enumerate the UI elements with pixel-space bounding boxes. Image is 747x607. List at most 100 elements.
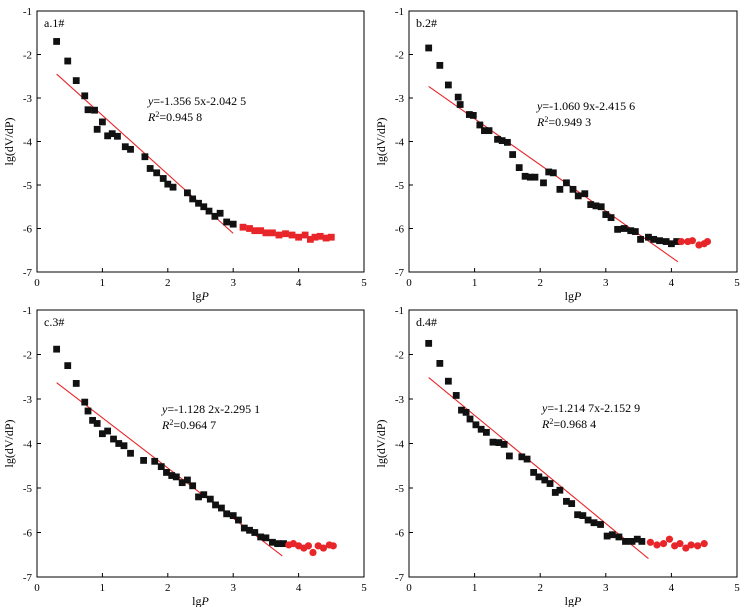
data-point [195,199,202,207]
data-point [200,203,208,211]
x-axis-label-prefix: lg [192,289,201,303]
data-point [509,151,517,158]
data-point [614,225,622,233]
data-point [687,541,695,549]
data-point [240,524,248,532]
data-point [280,540,287,548]
data-point [676,540,684,548]
data-point [545,168,553,176]
data-point [93,125,101,133]
data-point [498,137,506,145]
data-point [246,225,253,232]
data-point [597,203,605,211]
y-tick-label: -7 [23,572,33,584]
data-point [495,439,503,447]
y-tick-label: -1 [23,305,32,317]
r-squared-exponent: 2 [155,110,159,119]
y-tick-label: -6 [23,224,33,236]
equation-y-var: y [161,402,168,416]
data-point [251,529,259,536]
y-tick-label: -4 [395,439,405,451]
data-point [665,535,674,543]
data-point [541,476,549,484]
data-point [169,183,177,191]
equation-y-var: y [536,99,543,113]
y-axis-label: lg(dV/dP) [374,117,388,165]
equation-body: =-1.128 2x-2.295 1 [167,402,260,416]
data-point [540,179,547,187]
y-tick-label: -7 [23,267,33,279]
data-point [563,497,570,505]
data-point [425,339,433,347]
data-point [99,118,106,126]
data-point [694,542,702,550]
y-tick-label: -1 [23,6,32,18]
data-point [84,407,92,415]
y-axis-label: lg(dV/dP) [374,419,388,467]
data-point [127,449,134,457]
data-point [659,540,668,548]
data-point [531,173,539,181]
y-tick-label: -7 [395,572,405,584]
data-point [206,495,214,503]
data-point [462,408,470,416]
data-point [485,127,493,135]
data-point [262,534,270,542]
data-point [257,533,265,541]
x-tick-label: 3 [603,277,609,289]
data-point [153,169,161,177]
x-tick-label: 4 [296,582,302,594]
data-point [454,93,462,101]
r-squared: R2=0.964 7 [161,418,216,433]
data-point [465,111,473,118]
x-axis-label-var: P [201,594,210,607]
data-point [456,101,464,108]
data-point [458,406,465,414]
data-point [466,415,474,423]
data-point [141,153,149,161]
data-point [590,519,598,527]
data-point [164,180,172,188]
data-point [163,469,170,476]
data-point [504,138,511,146]
r-squared-exponent: 2 [169,418,173,427]
y-tick-label: -5 [395,180,405,192]
y-tick-label: -2 [395,350,404,362]
data-point [608,531,616,539]
data-point [436,61,444,69]
fit-equation: y=-1.128 2x-2.295 1 [161,402,260,416]
x-tick-label: 2 [537,277,543,289]
data-point [257,227,265,235]
equation-y-var: y [147,94,154,108]
y-tick-label: -1 [395,6,404,18]
data-point [229,220,237,228]
data-point [688,237,696,245]
panel-label: b.2# [416,16,437,30]
data-point [628,538,636,545]
data-point [574,511,581,519]
x-tick-label: 0 [34,582,40,594]
x-axis-label-prefix: lg [565,289,574,303]
data-point [115,440,123,447]
data-point [104,132,112,140]
data-point [195,493,202,501]
data-point [622,538,629,545]
data-point [274,540,282,548]
data-point [549,169,557,177]
data-point [251,227,259,235]
x-tick-label: 0 [406,277,412,289]
x-axis-label: lgP [192,289,209,303]
data-point [89,416,96,424]
data-point [637,235,644,243]
y-axis-label: lg(dV/dP) [2,117,16,165]
data-point [569,185,577,193]
y-tick-label: -3 [395,93,405,105]
x-tick-label: 2 [537,582,543,594]
data-point [477,425,485,433]
equation-y-var: y [541,401,548,415]
data-point [535,473,543,481]
plot-frame [408,10,738,273]
data-point [235,516,242,524]
data-point [584,516,592,524]
